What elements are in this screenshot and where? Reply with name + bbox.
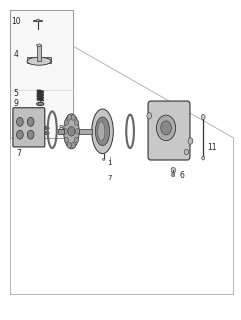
Ellipse shape bbox=[41, 126, 49, 130]
Circle shape bbox=[67, 115, 72, 120]
Circle shape bbox=[17, 117, 23, 126]
Circle shape bbox=[147, 113, 152, 119]
Circle shape bbox=[68, 126, 75, 136]
Ellipse shape bbox=[37, 44, 41, 47]
Text: 7: 7 bbox=[107, 174, 112, 180]
Bar bbox=[10, 10, 73, 138]
Text: 4: 4 bbox=[14, 50, 19, 59]
Text: 5: 5 bbox=[14, 89, 19, 98]
Bar bbox=[79, 129, 92, 134]
Text: 2: 2 bbox=[173, 111, 178, 120]
Text: 3: 3 bbox=[14, 112, 19, 121]
Circle shape bbox=[161, 121, 171, 135]
Ellipse shape bbox=[36, 19, 40, 22]
Ellipse shape bbox=[37, 108, 44, 111]
FancyBboxPatch shape bbox=[148, 101, 190, 160]
FancyBboxPatch shape bbox=[13, 108, 45, 147]
Ellipse shape bbox=[92, 109, 113, 154]
Circle shape bbox=[17, 130, 23, 139]
Circle shape bbox=[201, 115, 205, 120]
Circle shape bbox=[67, 142, 72, 148]
Circle shape bbox=[172, 172, 175, 177]
Text: 9: 9 bbox=[14, 100, 19, 108]
Text: 10: 10 bbox=[12, 17, 21, 26]
Circle shape bbox=[156, 115, 176, 141]
Circle shape bbox=[27, 117, 34, 126]
Text: 11: 11 bbox=[207, 143, 216, 152]
Circle shape bbox=[27, 130, 34, 139]
Circle shape bbox=[64, 120, 68, 125]
Ellipse shape bbox=[43, 127, 47, 129]
Circle shape bbox=[74, 120, 79, 125]
Circle shape bbox=[184, 149, 188, 155]
Circle shape bbox=[64, 137, 68, 143]
Ellipse shape bbox=[43, 132, 47, 134]
Bar bbox=[27, 57, 51, 63]
Bar bbox=[37, 45, 41, 61]
Bar bbox=[37, 109, 44, 122]
Ellipse shape bbox=[37, 120, 44, 123]
Ellipse shape bbox=[98, 122, 105, 141]
Ellipse shape bbox=[102, 158, 105, 160]
Bar bbox=[58, 129, 64, 133]
Ellipse shape bbox=[95, 117, 110, 146]
Circle shape bbox=[71, 115, 75, 120]
Ellipse shape bbox=[38, 103, 42, 105]
Text: 6: 6 bbox=[58, 130, 63, 136]
Circle shape bbox=[188, 138, 193, 144]
Text: 8: 8 bbox=[58, 125, 63, 131]
Text: 1: 1 bbox=[107, 160, 112, 166]
Circle shape bbox=[202, 156, 205, 160]
Circle shape bbox=[63, 128, 67, 134]
Ellipse shape bbox=[27, 57, 51, 65]
Ellipse shape bbox=[41, 131, 49, 134]
Circle shape bbox=[75, 128, 80, 134]
Ellipse shape bbox=[37, 102, 44, 106]
Text: 7: 7 bbox=[16, 149, 21, 158]
Text: 6: 6 bbox=[179, 171, 184, 180]
Circle shape bbox=[74, 137, 79, 143]
Circle shape bbox=[71, 142, 75, 148]
Ellipse shape bbox=[64, 114, 79, 149]
